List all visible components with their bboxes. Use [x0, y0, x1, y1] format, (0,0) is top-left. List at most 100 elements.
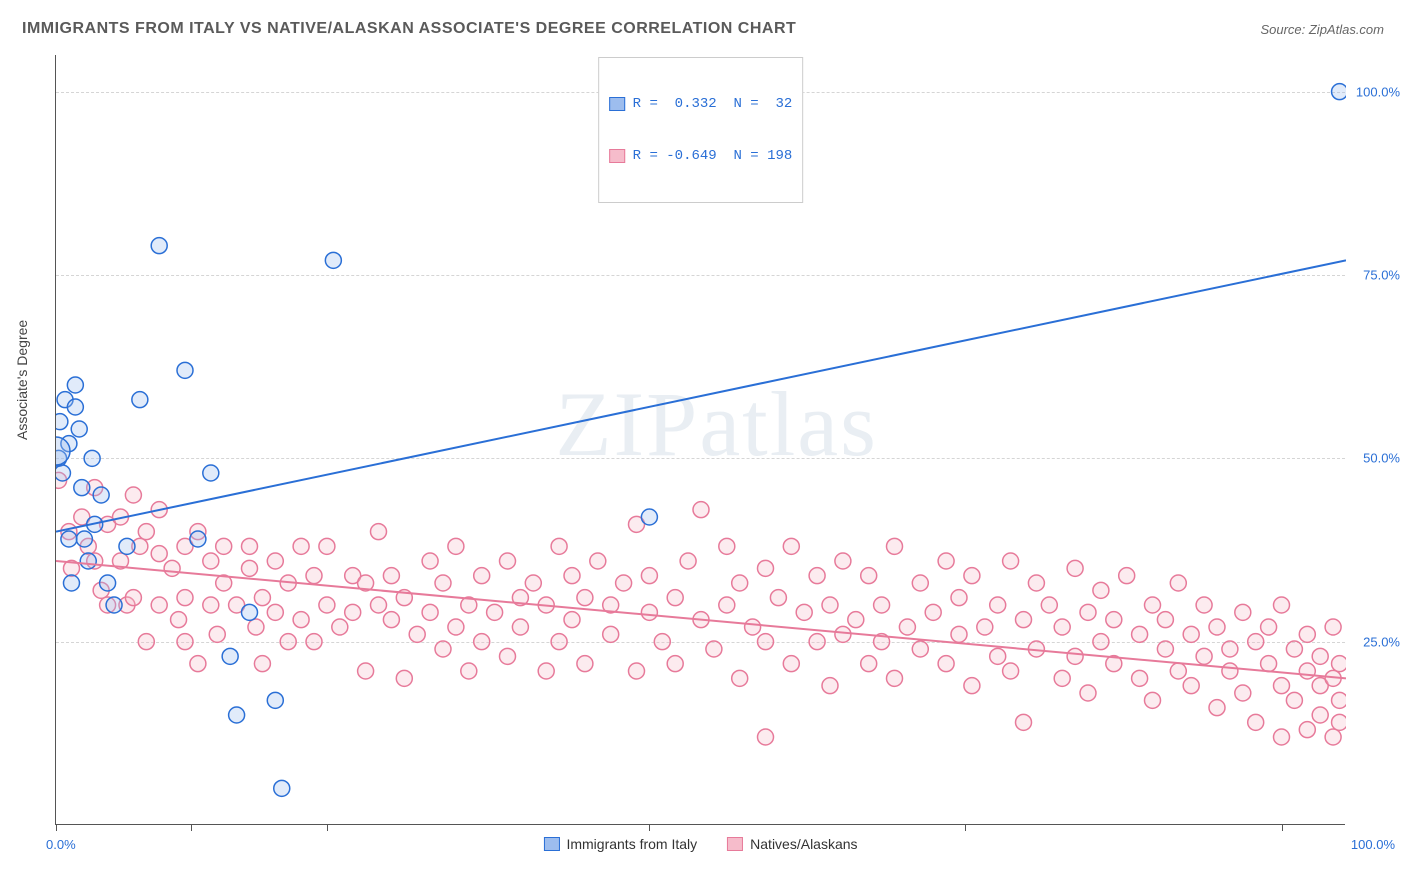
scatter-point — [435, 641, 451, 657]
scatter-point — [448, 538, 464, 554]
legend-row-pink: R = -0.649 N = 198 — [609, 146, 793, 166]
scatter-point — [951, 626, 967, 642]
source-value: ZipAtlas.com — [1309, 22, 1384, 37]
scatter-point — [371, 597, 387, 613]
scatter-point — [151, 546, 167, 562]
scatter-point — [1119, 568, 1135, 584]
scatter-point — [1170, 663, 1186, 679]
scatter-point — [990, 597, 1006, 613]
scatter-point — [1325, 619, 1341, 635]
scatter-point — [229, 707, 245, 723]
scatter-point — [409, 626, 425, 642]
scatter-point — [1145, 692, 1161, 708]
scatter-point — [822, 678, 838, 694]
scatter-point — [912, 575, 928, 591]
scatter-point — [319, 538, 335, 554]
scatter-point — [1183, 626, 1199, 642]
scatter-point — [1080, 604, 1096, 620]
scatter-point — [293, 538, 309, 554]
scatter-point — [770, 590, 786, 606]
y-axis-label: Associate's Degree — [14, 320, 30, 440]
scatter-point — [977, 619, 993, 635]
scatter-point — [448, 619, 464, 635]
scatter-point — [1196, 597, 1212, 613]
scatter-point — [925, 604, 941, 620]
scatter-point — [67, 399, 83, 415]
scatter-point — [1183, 678, 1199, 694]
scatter-point — [667, 656, 683, 672]
scatter-point — [274, 780, 290, 796]
scatter-point — [1332, 692, 1346, 708]
scatter-point — [1067, 560, 1083, 576]
scatter-point — [306, 634, 322, 650]
scatter-point — [912, 641, 928, 657]
scatter-point — [1157, 612, 1173, 628]
scatter-point — [435, 575, 451, 591]
legend-label-blue: Immigrants from Italy — [566, 836, 697, 852]
scatter-point — [564, 568, 580, 584]
x-axis-min-label: 0.0% — [46, 837, 76, 852]
scatter-point — [525, 575, 541, 591]
scatter-point — [1003, 553, 1019, 569]
scatter-point — [758, 729, 774, 745]
scatter-point — [964, 678, 980, 694]
scatter-point — [590, 553, 606, 569]
scatter-point — [1299, 626, 1315, 642]
y-tick-label: 100.0% — [1356, 84, 1400, 99]
swatch-blue — [609, 97, 625, 111]
scatter-point — [474, 634, 490, 650]
scatter-point — [1299, 722, 1315, 738]
scatter-point — [106, 597, 122, 613]
scatter-point — [732, 575, 748, 591]
x-axis-max-label: 100.0% — [1351, 837, 1395, 852]
scatter-point — [758, 560, 774, 576]
scatter-point — [222, 648, 238, 664]
scatter-point — [603, 626, 619, 642]
scatter-point — [325, 252, 341, 268]
scatter-point — [242, 560, 258, 576]
scatter-point — [71, 421, 87, 437]
scatter-point — [1028, 575, 1044, 591]
scatter-point — [67, 377, 83, 393]
scatter-point — [138, 634, 154, 650]
scatter-point — [577, 656, 593, 672]
scatter-point — [209, 626, 225, 642]
scatter-point — [1248, 634, 1264, 650]
scatter-point — [564, 612, 580, 628]
scatter-point — [1325, 729, 1341, 745]
scatter-point — [512, 619, 528, 635]
scatter-point — [216, 538, 232, 554]
scatter-point — [654, 634, 670, 650]
scatter-point — [1093, 582, 1109, 598]
scatter-point — [809, 634, 825, 650]
legend-series: Immigrants from Italy Natives/Alaskans — [543, 836, 857, 852]
scatter-point — [371, 524, 387, 540]
scatter-point — [964, 568, 980, 584]
scatter-point — [203, 553, 219, 569]
scatter-point — [719, 597, 735, 613]
scatter-point — [319, 597, 335, 613]
x-tick — [191, 824, 192, 831]
y-tick-label: 25.0% — [1363, 634, 1400, 649]
x-tick — [327, 824, 328, 831]
legend-row-blue: R = 0.332 N = 32 — [609, 94, 793, 114]
chart-title: IMMIGRANTS FROM ITALY VS NATIVE/ALASKAN … — [22, 20, 796, 38]
scatter-point — [706, 641, 722, 657]
scatter-point — [616, 575, 632, 591]
scatter-point — [629, 663, 645, 679]
x-tick — [56, 824, 57, 831]
scatter-point — [74, 480, 90, 496]
scatter-point — [1209, 619, 1225, 635]
scatter-point — [93, 487, 109, 503]
scatter-point — [938, 553, 954, 569]
scatter-point — [1261, 656, 1277, 672]
scatter-point — [1054, 619, 1070, 635]
scatter-point — [76, 531, 92, 547]
scatter-point — [990, 648, 1006, 664]
scatter-point — [1041, 597, 1057, 613]
scatter-point — [783, 656, 799, 672]
scatter-point — [151, 597, 167, 613]
scatter-point — [164, 560, 180, 576]
scatter-point — [80, 553, 96, 569]
scatter-point — [267, 553, 283, 569]
